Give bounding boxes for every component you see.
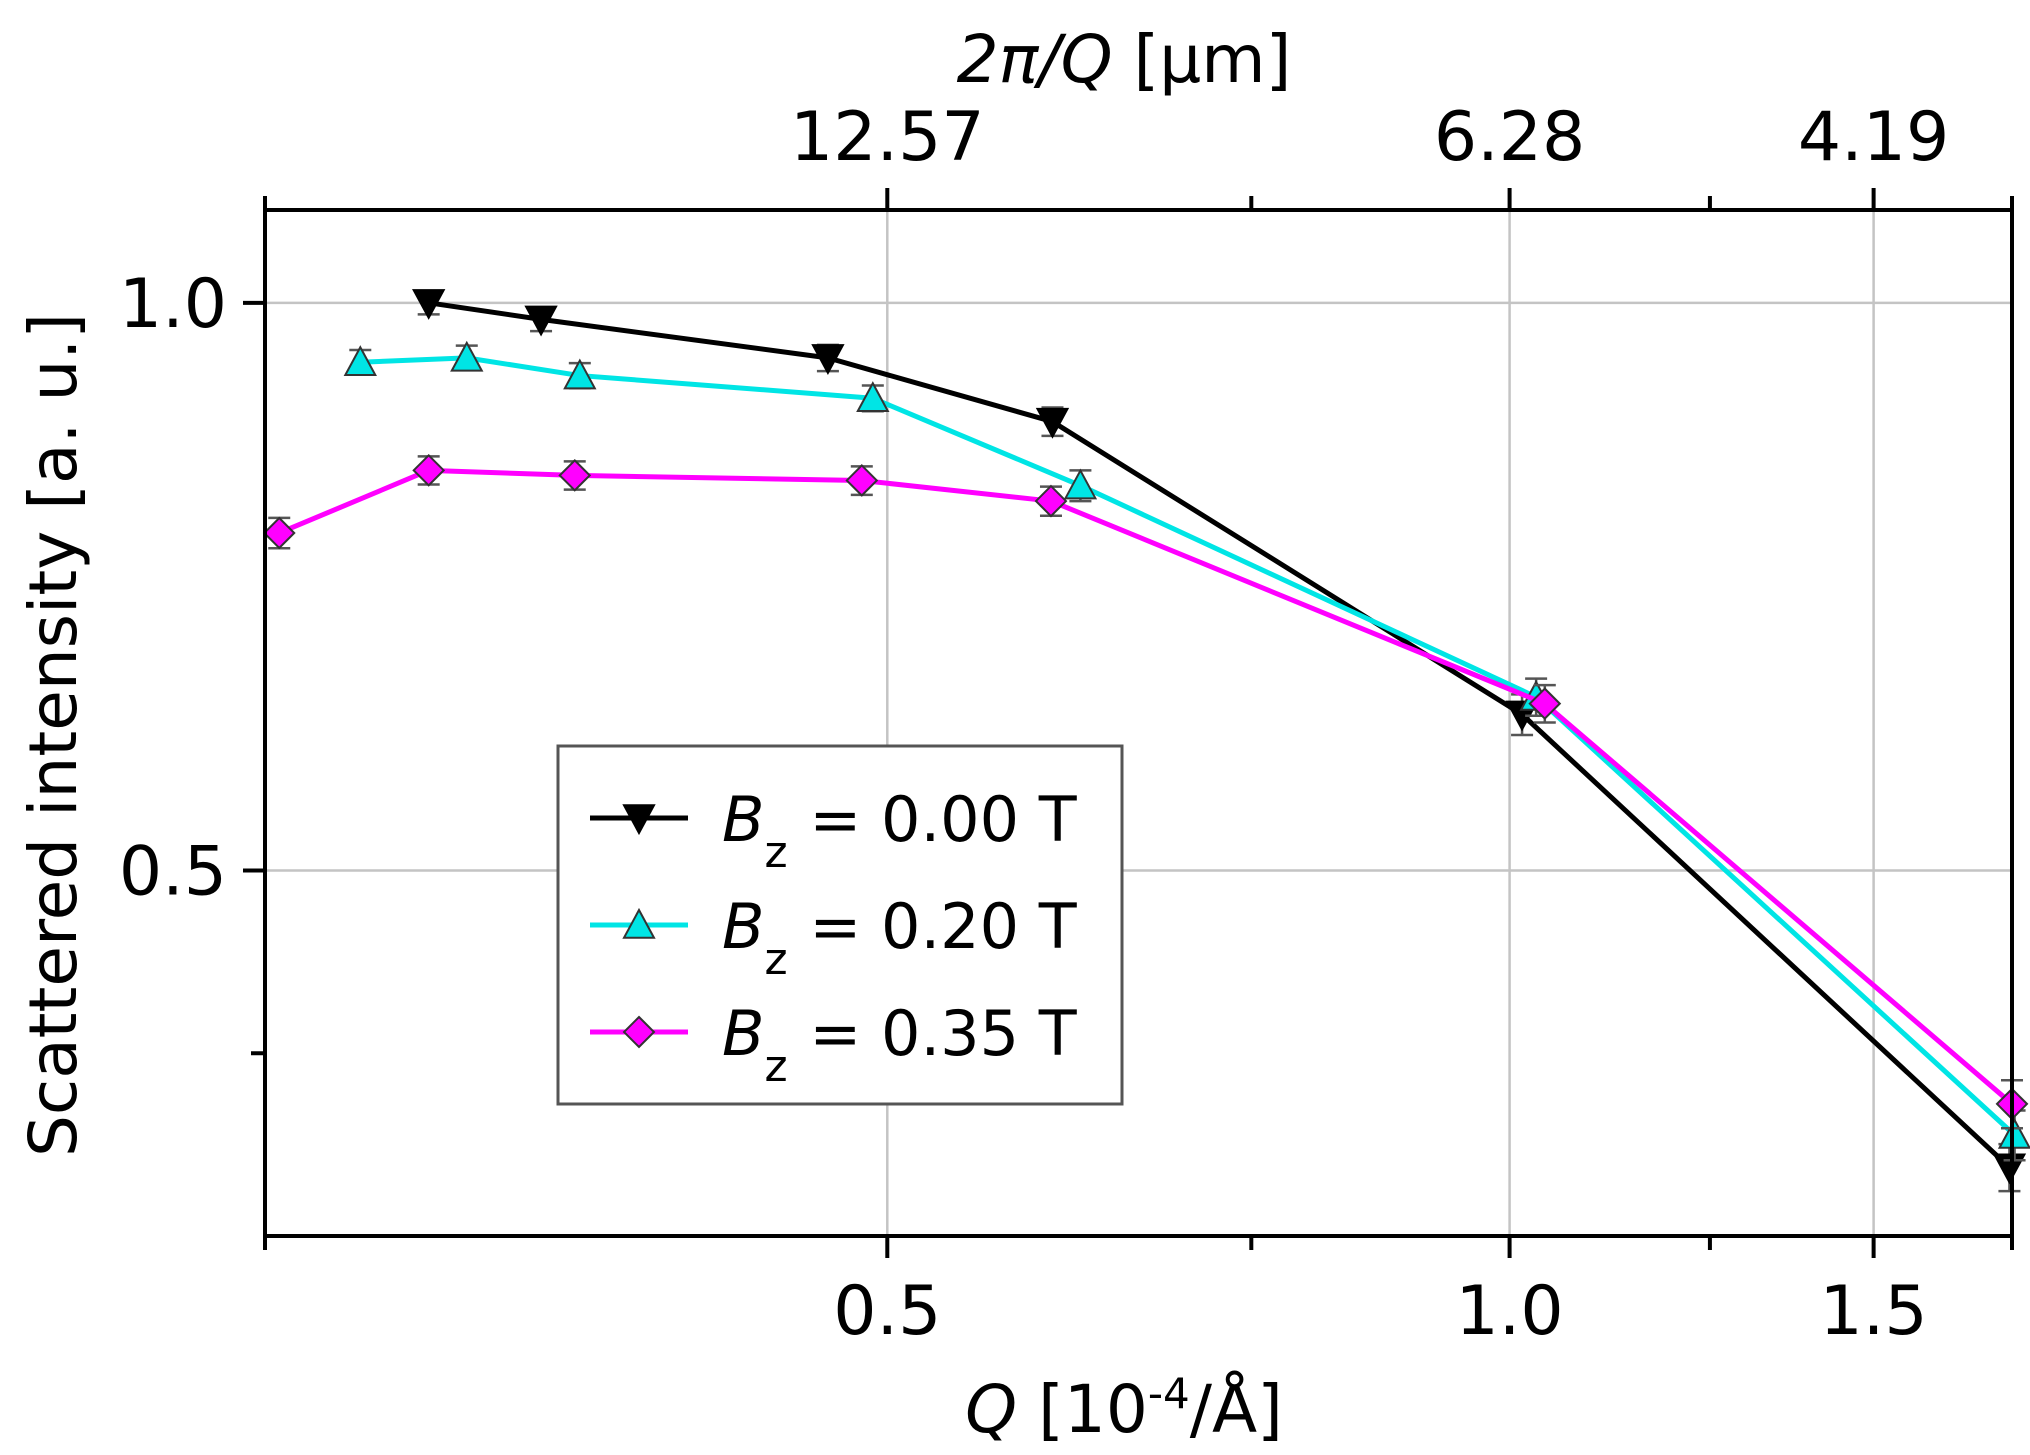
data-point-1-2: [563, 358, 597, 390]
legend-marker-2: [622, 1015, 656, 1049]
axes: 0.5 1.0 1.5 12.57 6.28 4.19 0.5 1.0: [119, 98, 2014, 1351]
data-point-1-3: [856, 381, 890, 413]
data-point-2-0: [262, 516, 296, 550]
data-point-2-2: [558, 458, 592, 492]
legend-item-0: Bz = 0.00 T: [590, 783, 1078, 878]
data-point-2-1: [412, 453, 446, 487]
data-point-0-5: [1992, 1153, 2027, 1185]
series-line-2: [278, 467, 2014, 1106]
legend-symbol-0: [622, 804, 656, 836]
plot-frame: [263, 208, 2014, 1238]
legend-label-1: Bz = 0.20 T: [722, 890, 1078, 985]
x-tick-label-2: 1.5: [1820, 1272, 1928, 1351]
y-tick-label-0: 0.5: [119, 832, 227, 911]
legend-marker-1: [622, 907, 656, 939]
legend-marker-0: [622, 804, 656, 836]
top-tick-label-1: 6.28: [1434, 98, 1585, 177]
x-tick-label-0: 0.5: [833, 1272, 941, 1351]
data-point-0-3: [1035, 407, 1070, 439]
legend-item-2: Bz = 0.35 T: [590, 997, 1078, 1092]
data-point-2-5: [1528, 687, 1562, 721]
top-axis-title: 2π/Q [μm]: [957, 21, 1292, 98]
data-point-0-1: [524, 305, 558, 337]
data-point-1-4: [1063, 468, 1098, 500]
legend-label-2: Bz = 0.35 T: [722, 997, 1078, 1092]
y-axis-title: Scattered intensity [a. u.]: [15, 313, 92, 1157]
data-point-1-1: [450, 340, 484, 372]
x-tick-label-1: 1.0: [1456, 1272, 1564, 1351]
data-point-0-0: [412, 289, 446, 320]
legend-symbol-2: [622, 1015, 656, 1049]
data-point-0-2: [811, 344, 845, 375]
legend: Bz = 0.00 T Bz = 0.20 T Bz = 0.35 T: [556, 744, 1124, 1106]
series-layer: [262, 289, 2030, 1193]
data-point-1-6: [1997, 1117, 2030, 1149]
data-point-2-3: [845, 464, 879, 497]
top-tick-label-2: 4.19: [1798, 98, 1949, 177]
data-point-2-4: [1034, 484, 1068, 518]
legend-symbol-1: [622, 907, 656, 939]
legend-label-0: Bz = 0.00 T: [722, 783, 1078, 878]
series-line-0: [428, 300, 2012, 1170]
top-tick-label-0: 12.57: [790, 98, 985, 177]
legend-item-1: Bz = 0.20 T: [590, 890, 1078, 985]
series-2: [262, 453, 2029, 1130]
y-tick-label-1: 1.0: [119, 265, 227, 344]
grid: [265, 210, 2012, 1236]
x-axis-title: Q [10-4/Å]: [965, 1369, 1283, 1449]
data-point-1-0: [343, 345, 377, 376]
